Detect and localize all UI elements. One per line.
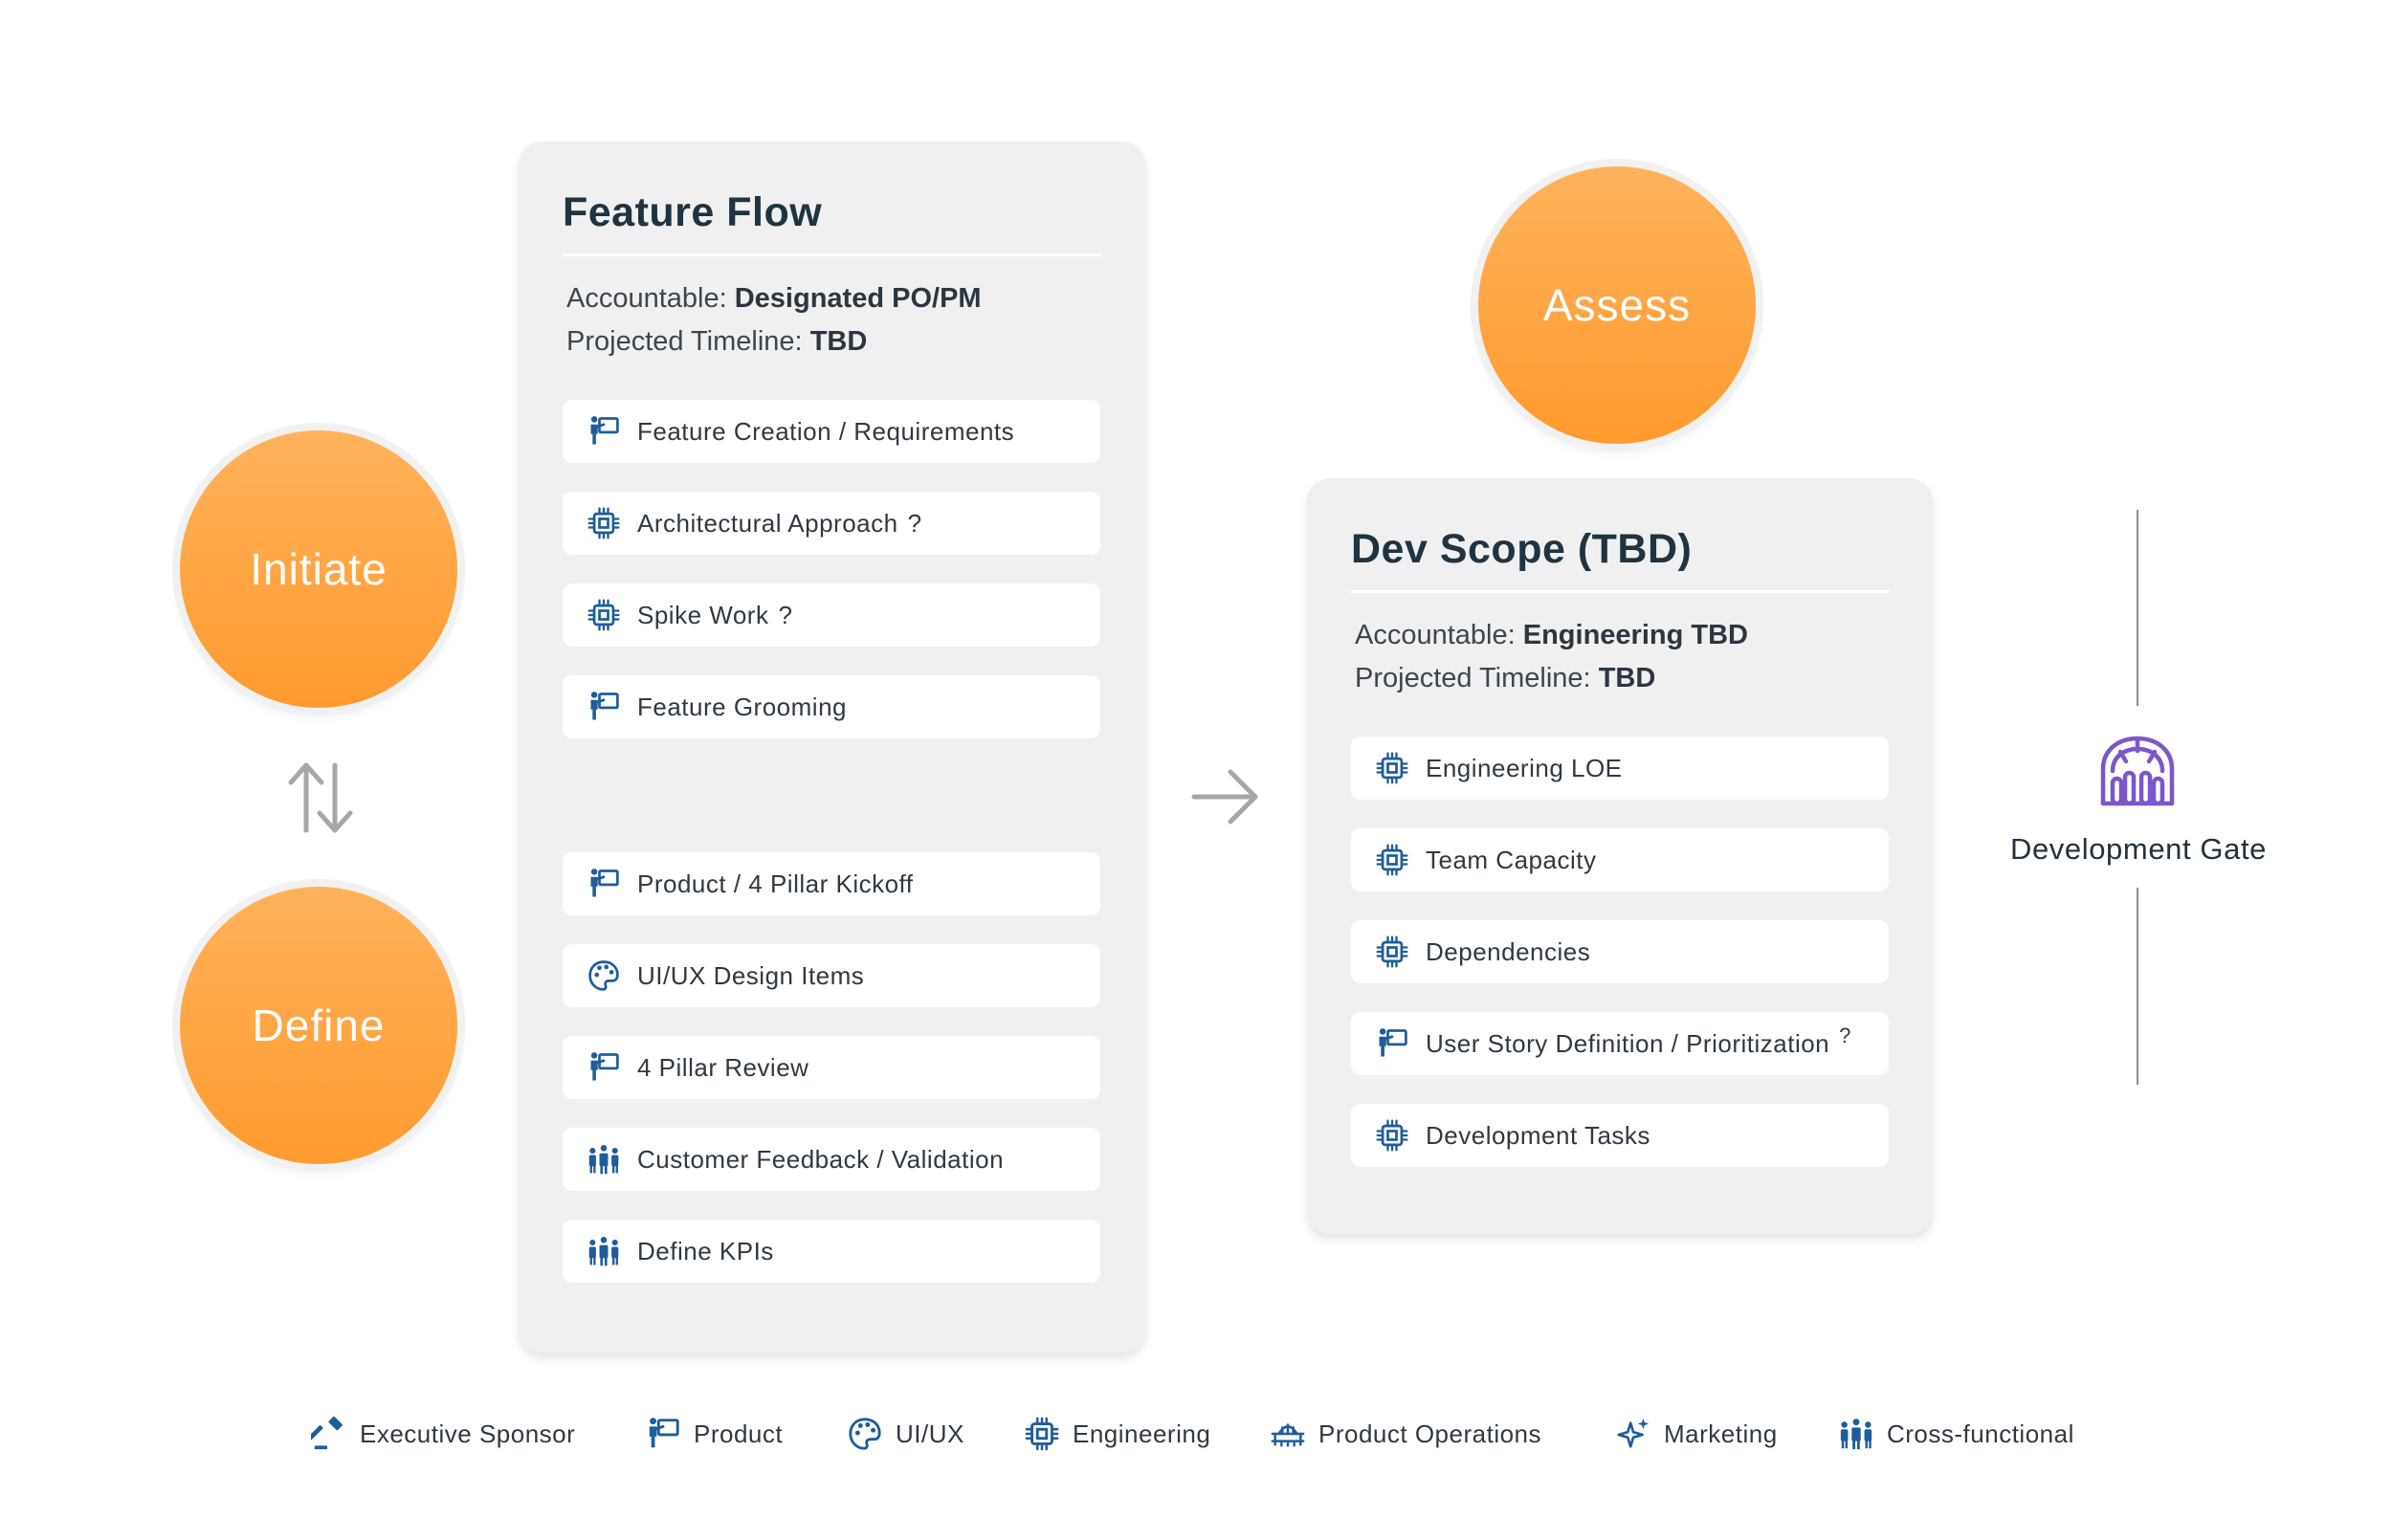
legend-engineering: Engineering <box>1023 1410 1210 1458</box>
list-item-label: Feature Creation / Requirements <box>637 416 1015 446</box>
legend-label: Product <box>694 1419 784 1448</box>
engineering-icon <box>1374 1117 1410 1154</box>
legend-cross-functional: Cross-functional <box>1837 1410 2074 1458</box>
timeline-label: Projected Timeline: <box>1355 663 1591 693</box>
phase-initiate[interactable]: Initiate <box>180 430 457 708</box>
legend-label: UI/UX <box>896 1419 964 1448</box>
product-operations-icon <box>1269 1415 1307 1453</box>
list-item-label: Define KPIs <box>637 1236 774 1265</box>
gate-label: Development Gate <box>2009 832 2268 866</box>
gate-divider-bottom <box>2137 888 2138 1085</box>
list-item-label: 4 Pillar Review <box>637 1052 809 1082</box>
legend-label: Product Operations <box>1318 1419 1542 1448</box>
list-item-label: Dependencies <box>1426 936 1591 966</box>
engineering-icon <box>586 597 622 633</box>
feature-flow-title: Feature Flow <box>563 189 1101 256</box>
cross-functional-icon <box>586 1141 622 1177</box>
cross-functional-icon <box>586 1233 622 1269</box>
engineering-icon <box>1023 1415 1061 1453</box>
list-item[interactable]: Architectural Approach ? <box>563 492 1100 555</box>
feature-flow-meta: Accountable: Designated PO/PM Projected … <box>563 277 1101 363</box>
feature-flow-card: Feature Flow Accountable: Designated PO/… <box>519 142 1145 1353</box>
legend-product-operations: Product Operations <box>1269 1410 1541 1458</box>
uiux-icon <box>586 957 622 994</box>
timeline-value: TBD <box>1598 663 1656 693</box>
list-item[interactable]: 4 Pillar Review <box>563 1036 1100 1099</box>
question-mark: ? <box>1839 1023 1851 1047</box>
engineering-icon <box>586 505 622 541</box>
legend-label: Engineering <box>1073 1419 1211 1448</box>
timeline-value: TBD <box>809 326 868 357</box>
legend-executive-sponsor: Executive Sponsor <box>310 1410 575 1458</box>
list-item-label: Team Capacity <box>1426 845 1597 874</box>
list-item-label: Customer Feedback / Validation <box>637 1144 1005 1174</box>
phase-assess[interactable]: Assess <box>1478 166 1756 444</box>
list-item[interactable]: Feature Grooming <box>563 675 1100 738</box>
engineering-icon <box>1374 842 1410 878</box>
legend-uiux: UI/UX <box>846 1410 964 1458</box>
legend-label: Cross-functional <box>1887 1419 2074 1448</box>
list-item[interactable]: Customer Feedback / Validation <box>563 1128 1100 1191</box>
dev-scope-title: Dev Scope (TBD) <box>1351 526 1889 593</box>
product-icon <box>586 866 622 902</box>
phase-define-label: Define <box>252 1001 386 1050</box>
list-item-label: Feature Grooming <box>637 692 847 721</box>
marketing-icon <box>1614 1415 1652 1453</box>
accountable-value: Designated PO/PM <box>734 283 982 314</box>
question-mark: ? <box>907 508 922 538</box>
phase-define[interactable]: Define <box>180 887 457 1164</box>
timeline-label: Projected Timeline: <box>566 326 803 357</box>
list-item[interactable]: Team Capacity <box>1351 828 1889 891</box>
dev-scope-card: Dev Scope (TBD) Accountable: Engineering… <box>1307 478 1933 1234</box>
engineering-icon <box>1374 750 1410 786</box>
engineering-icon <box>1374 934 1410 970</box>
product-icon <box>586 1049 622 1086</box>
legend-label: Marketing <box>1664 1419 1778 1448</box>
list-item[interactable]: Define KPIs <box>563 1220 1100 1283</box>
list-item[interactable]: User Story Definition / Prioritization ? <box>1351 1012 1889 1075</box>
list-item-label: Engineering LOE <box>1426 753 1623 782</box>
legend-label: Executive Sponsor <box>360 1419 576 1448</box>
list-item-label: Product / 4 Pillar Kickoff <box>637 869 914 898</box>
list-item[interactable]: Feature Creation / Requirements <box>563 400 1100 463</box>
dev-scope-meta: Accountable: Engineering TBD Projected T… <box>1351 614 1889 700</box>
list-item-label: Development Tasks <box>1426 1120 1650 1150</box>
list-item[interactable]: UI/UX Design Items <box>563 944 1100 1007</box>
uiux-icon <box>846 1415 884 1453</box>
phase-assess-label: Assess <box>1542 280 1692 330</box>
gate-divider-top <box>2137 510 2138 706</box>
list-item[interactable]: Dependencies <box>1351 920 1889 983</box>
legend-product: Product <box>644 1410 783 1458</box>
accountable-value: Engineering TBD <box>1522 620 1748 650</box>
list-item-label: UI/UX Design Items <box>637 960 865 990</box>
product-icon <box>586 689 622 725</box>
product-icon <box>586 413 622 450</box>
right-arrow-icon <box>1191 769 1258 825</box>
list-item-label: Architectural Approach <box>637 508 898 538</box>
executive-sponsor-icon <box>310 1415 348 1453</box>
list-item-label: User Story Definition / Prioritization <box>1426 1028 1830 1058</box>
list-item-label: Spike Work <box>637 600 769 629</box>
list-item[interactable]: Spike Work ? <box>563 583 1100 647</box>
list-item[interactable]: Engineering LOE <box>1351 737 1889 800</box>
gate-icon <box>2100 736 2175 806</box>
product-icon <box>644 1415 682 1453</box>
accountable-label: Accountable: <box>566 283 727 314</box>
question-mark: ? <box>778 600 793 629</box>
phase-initiate-label: Initiate <box>250 544 388 594</box>
list-item[interactable]: Development Tasks <box>1351 1104 1889 1167</box>
legend-marketing: Marketing <box>1614 1410 1778 1458</box>
cross-functional-icon <box>1837 1415 1875 1453</box>
swap-arrows-icon <box>288 762 353 833</box>
product-icon <box>1374 1025 1410 1062</box>
list-item[interactable]: Product / 4 Pillar Kickoff <box>563 852 1100 915</box>
accountable-label: Accountable: <box>1355 620 1516 650</box>
